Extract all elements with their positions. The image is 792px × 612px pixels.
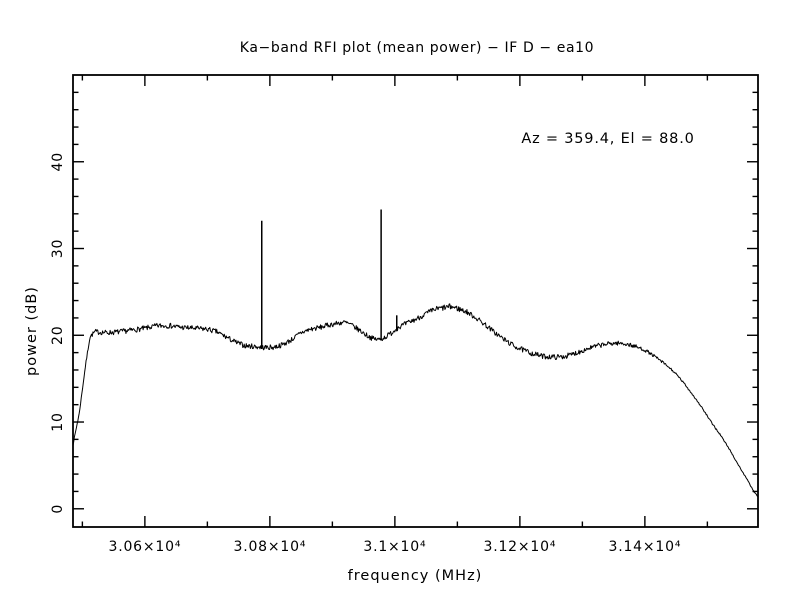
plot-title: Ka−band RFI plot (mean power) − IF D − e… [240,40,594,56]
y-axis-label: power (dB) [24,286,40,376]
y-tick-label: 20 [50,326,66,345]
x-tick-label: 3.14×10⁴ [609,539,682,555]
x-tick-label: 3.06×10⁴ [109,539,182,555]
y-tick-label: 0 [50,504,66,514]
x-tick-label: 3.12×10⁴ [484,539,557,555]
power-spectrum-trace [72,303,759,498]
az-el-annotation: Az = 359.4, El = 88.0 [521,131,694,147]
y-tick-label: 30 [50,239,66,258]
x-axis-label: frequency (MHz) [348,568,483,584]
x-tick-label: 3.08×10⁴ [234,539,307,555]
x-tick-label: 3.1×10⁴ [363,539,426,555]
y-tick-label: 10 [50,412,66,431]
y-tick-label: 40 [50,152,66,171]
chart-layer: 3.06×10⁴ 3.08×10⁴ 3.1×10⁴ 3.12×10⁴ 3.14×10⁴ 0… [50,74,759,555]
